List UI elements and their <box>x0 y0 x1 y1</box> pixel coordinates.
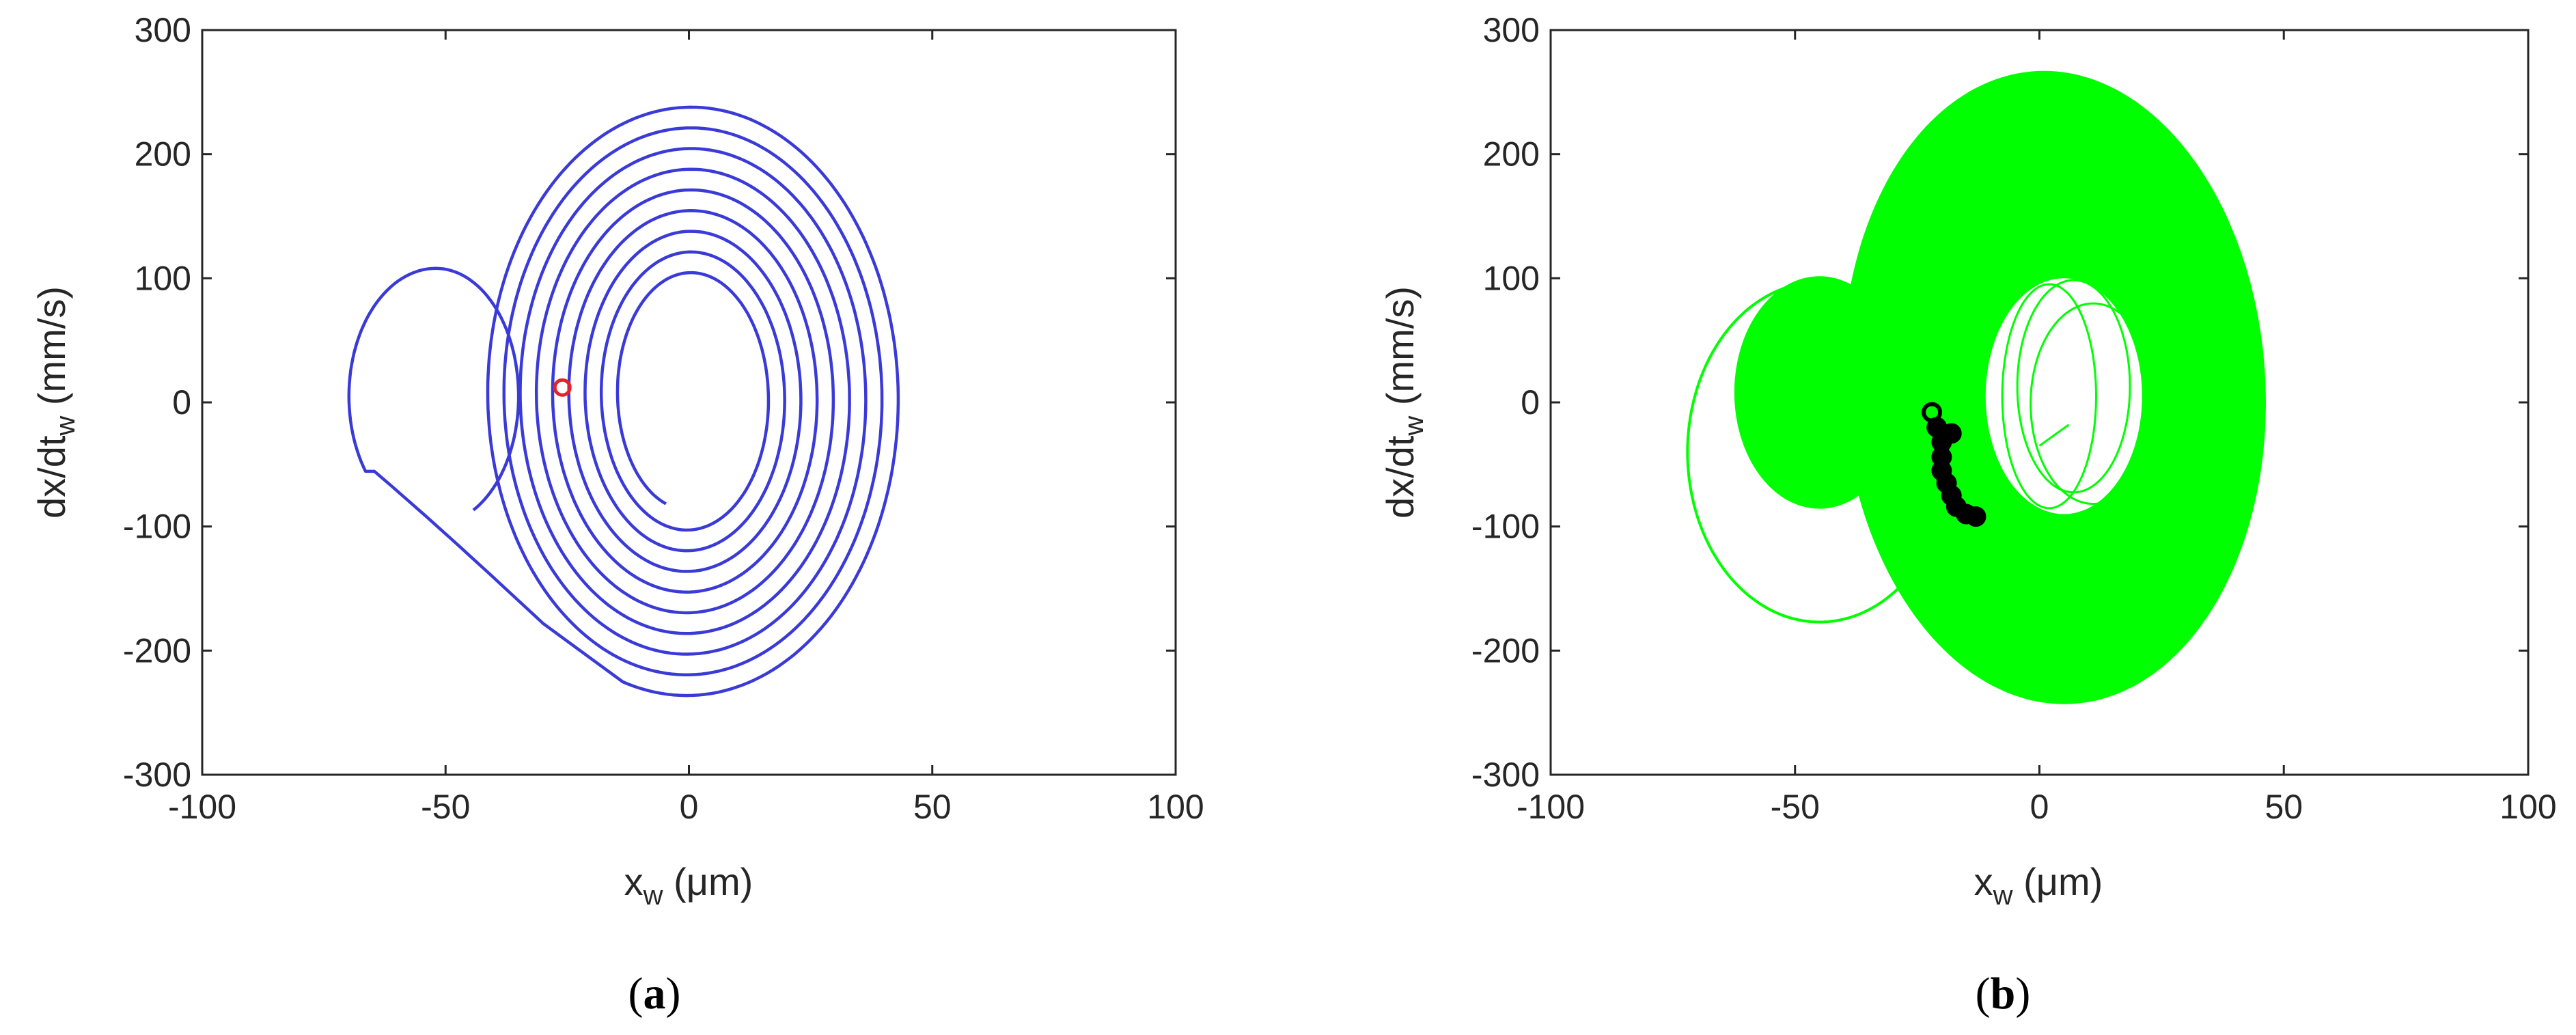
band-hole <box>1985 278 2142 514</box>
thin-loop <box>2030 302 2157 506</box>
x-axis-label-a: xw (μm) <box>624 860 753 911</box>
markers-b <box>1922 402 1986 527</box>
marker-b <box>1941 423 1962 444</box>
y-tick-label: 100 <box>1483 259 1540 297</box>
y-ticks-a: -300 -200 -100 0 100 200 300 <box>123 11 1176 794</box>
x-tick-label: -100 <box>1516 788 1585 826</box>
y-tick-label: 200 <box>1483 135 1540 174</box>
marker-a <box>553 378 572 397</box>
thin-loop <box>2001 283 2097 510</box>
y-tick-label: 0 <box>1521 383 1540 422</box>
x-tick-label: 0 <box>2030 788 2049 826</box>
y-axis-label-a: dx/dtw (mm/s) <box>30 286 81 519</box>
trajectory-b <box>1686 70 2267 704</box>
x-tick-label: 50 <box>913 788 952 826</box>
x-axis-label-b: xw (μm) <box>1974 860 2103 911</box>
y-tick-label: -300 <box>123 756 191 794</box>
y-tick-label: -300 <box>1471 756 1540 794</box>
plot-content-a <box>347 105 900 698</box>
y-tick-label: -200 <box>123 631 191 670</box>
plot-area-a <box>202 30 1176 775</box>
y-tick-label: -200 <box>1471 631 1540 670</box>
y-tick-label: 300 <box>1483 11 1540 49</box>
plot-content-b <box>1686 70 2267 704</box>
thin-loop <box>2016 279 2131 494</box>
x-tick-label: 100 <box>1147 788 1204 826</box>
trajectory-a <box>347 105 900 698</box>
y-axis-label-b: dx/dtw (mm/s) <box>1379 286 1429 519</box>
panel-caption-b: (b) <box>1976 969 2031 1019</box>
y-tick-label: 200 <box>135 135 191 174</box>
x-ticks-a: -100 -50 0 50 100 <box>168 30 1204 826</box>
x-tick-label: -50 <box>421 788 470 826</box>
y-tick-label: 100 <box>135 259 191 297</box>
x-tick-label: -100 <box>168 788 236 826</box>
chart-panel-a: -100 -50 0 50 100 -300 -200 -100 0 100 200 300 xw … <box>30 11 1204 1019</box>
y-tick-label: -100 <box>123 508 191 546</box>
y-ticks-b: -300 -200 -100 0 100 200 300 <box>1471 11 2528 794</box>
marker-b <box>1965 506 1986 527</box>
x-tick-label: -50 <box>1771 788 1820 826</box>
chart-panel-b: -100 -50 0 50 100 -300 -200 -100 0 100 200 300 xw … <box>1379 11 2557 1019</box>
y-tick-label: -100 <box>1471 508 1540 546</box>
x-ticks-b: -100 -50 0 50 100 <box>1516 30 2557 826</box>
x-tick-label: 100 <box>2499 788 2556 826</box>
y-tick-label: 0 <box>172 383 191 422</box>
y-tick-label: 300 <box>135 11 191 49</box>
trajectory-line-a <box>347 105 900 698</box>
x-tick-label: 0 <box>680 788 699 826</box>
markers-a <box>553 378 572 397</box>
thin-start-segment <box>2038 424 2070 447</box>
x-tick-label: 50 <box>2265 788 2303 826</box>
panel-caption-a: (a) <box>628 969 681 1019</box>
